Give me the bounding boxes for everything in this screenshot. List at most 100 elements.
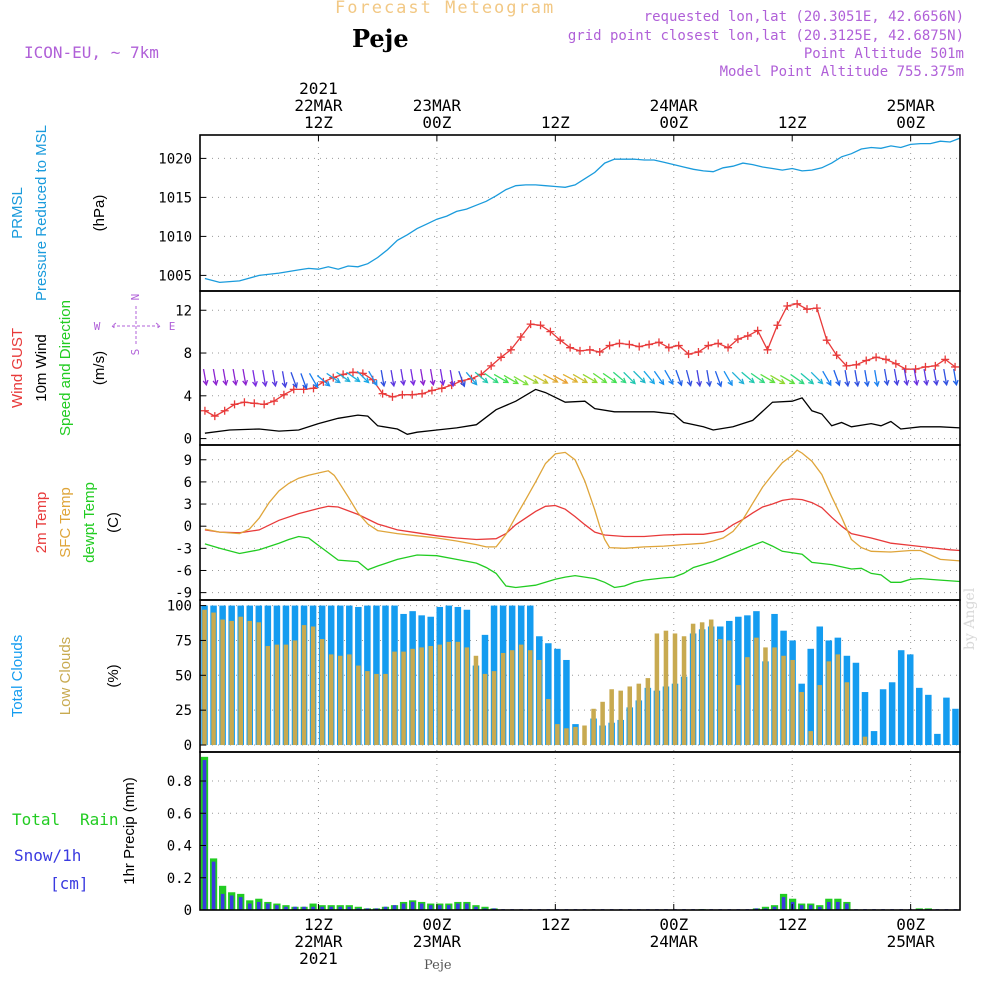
wind-arrow-head xyxy=(933,379,939,387)
bar-low xyxy=(654,633,660,746)
wind-arrow-head xyxy=(572,377,579,383)
wind-arrow xyxy=(844,370,851,388)
time-label-bottom: 12Z xyxy=(778,915,807,934)
wind-arrow xyxy=(923,368,930,387)
gust-marker xyxy=(230,400,239,409)
wind-arrow-shaft xyxy=(290,372,298,388)
time-label-bottom: 22MAR xyxy=(294,932,343,951)
wind-arrow-shaft xyxy=(400,368,405,385)
time-label-top: 12Z xyxy=(541,113,570,132)
gust-marker xyxy=(832,351,841,360)
wind-arrow xyxy=(300,373,308,390)
legend-snow-unit: [cm] xyxy=(50,874,89,893)
wind-arrow xyxy=(612,371,627,384)
wind-arrow-head xyxy=(400,379,406,387)
gust-marker xyxy=(931,361,940,370)
bar-low xyxy=(473,655,479,746)
wind-arrow-shaft xyxy=(474,371,488,384)
gust-marker xyxy=(576,346,584,355)
bar-low xyxy=(265,646,271,746)
gust-marker xyxy=(309,384,318,393)
wind-arrow xyxy=(380,370,387,388)
gust-marker xyxy=(733,335,742,344)
wind-arrow-head xyxy=(658,379,665,386)
y-axis-label: SFC Temp xyxy=(57,487,74,558)
wind-arrow-shaft xyxy=(562,373,578,383)
line-gust xyxy=(204,303,956,417)
y-axis-label: 1hr Precip (mm) xyxy=(121,777,138,885)
wind-arrow-head xyxy=(581,377,589,384)
wind-arrow-head xyxy=(727,380,733,387)
legend-snow: Snow/1h xyxy=(14,846,81,865)
bar-low xyxy=(356,665,361,746)
wind-arrow xyxy=(633,370,646,384)
y-tick-label: -6 xyxy=(175,563,192,579)
bar-total xyxy=(925,694,932,746)
gust-marker xyxy=(862,356,871,365)
wind-arrow-shaft xyxy=(308,373,319,388)
bar-total xyxy=(916,687,923,746)
bar-snow xyxy=(329,906,333,910)
y-axis-label: Wind GUST xyxy=(9,328,26,408)
wind-arrow-shaft xyxy=(923,368,928,385)
bar-snow xyxy=(338,906,343,910)
bar-low xyxy=(609,689,614,746)
wind-arrow xyxy=(316,374,331,387)
gust-marker xyxy=(803,305,812,314)
y-axis-label: Total Clouds xyxy=(9,635,26,718)
gust-marker xyxy=(704,341,713,350)
wind-arrow-head xyxy=(808,378,815,385)
wind-arrow-shaft xyxy=(675,369,683,386)
bar-low xyxy=(681,636,687,746)
bar-low xyxy=(274,644,280,746)
wind-arrow xyxy=(326,372,341,384)
wind-arrow-head xyxy=(522,379,529,386)
y-tick-label: 1020 xyxy=(158,151,192,167)
wind-arrow-shaft xyxy=(513,375,529,386)
bar-low xyxy=(555,724,560,746)
bar-snow xyxy=(410,901,415,910)
y-tick-label: 8 xyxy=(184,346,192,362)
bar-low xyxy=(781,655,786,746)
bar-total xyxy=(554,648,561,746)
wind-arrow-head xyxy=(779,378,786,385)
bar-total xyxy=(807,648,814,746)
wind-arrow-shaft xyxy=(503,374,519,385)
bar-low xyxy=(573,726,578,746)
wind-arrow xyxy=(252,370,258,388)
wind-arrow-head xyxy=(826,380,832,387)
bar-low xyxy=(663,630,669,746)
bar-total xyxy=(545,643,552,746)
y-tick-label: 12 xyxy=(175,303,192,319)
wind-arrow-head xyxy=(686,380,693,387)
bar-low xyxy=(708,619,714,746)
bar-low xyxy=(509,650,515,746)
bar-low xyxy=(482,673,488,746)
wind-arrow xyxy=(602,372,618,384)
bar-low xyxy=(537,659,542,746)
wind-arrow-shaft xyxy=(706,370,711,387)
y-tick-label: 1015 xyxy=(158,190,192,206)
wind-arrow-shaft xyxy=(420,368,425,385)
panel-pressure: 1005 1010 1015 1020 PRMSL Pressure Reduced to… xyxy=(9,125,961,301)
wind-arrow-head xyxy=(202,379,209,387)
point-altitude: Point Altitude 501m xyxy=(803,46,964,62)
y-axis-label: (%) xyxy=(105,664,122,687)
bar-low xyxy=(591,708,596,746)
wind-arrow-shaft xyxy=(449,370,454,387)
model-label: ICON-EU, ~ 7km xyxy=(24,43,159,62)
wind-arrow-head xyxy=(854,380,860,388)
wind-arrow-shaft xyxy=(854,370,859,387)
gust-marker xyxy=(615,339,624,348)
wind-arrow-shaft xyxy=(653,370,665,385)
wind-arrow-head xyxy=(222,379,229,387)
wind-arrow-shaft xyxy=(572,373,588,383)
y-tick-label: -9 xyxy=(175,586,192,602)
bar-low xyxy=(437,644,443,746)
bar-snow xyxy=(392,905,397,910)
bar-low xyxy=(527,650,533,746)
y-axis-label: 10m Wind xyxy=(33,334,50,402)
bar-snow xyxy=(474,906,478,910)
gust-marker xyxy=(852,360,861,369)
bar-low xyxy=(727,640,732,746)
